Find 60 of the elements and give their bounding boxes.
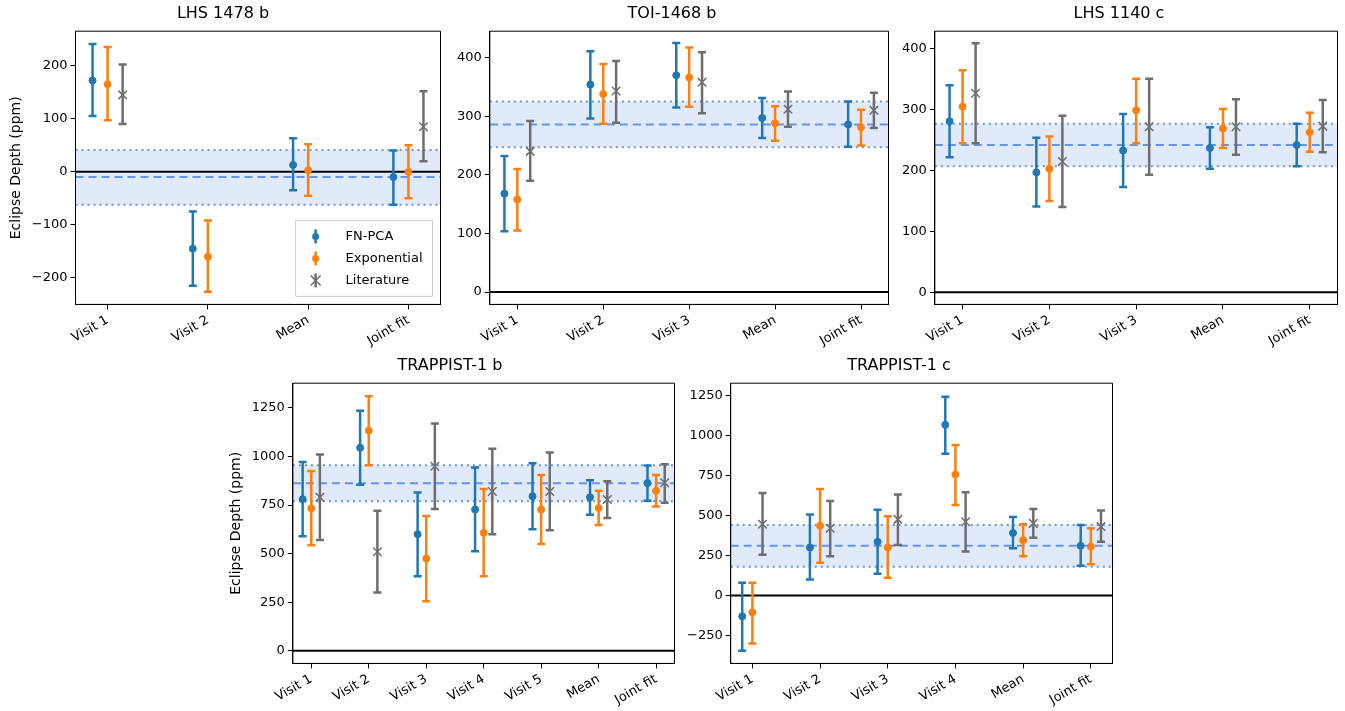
chart-title: TRAPPIST-1 b — [396, 354, 503, 374]
y-tick-label: 200 — [42, 57, 68, 73]
x-tick-label: Visit 4 — [444, 670, 487, 704]
y-tick-label: 0 — [276, 642, 285, 658]
y-tick-label: 0 — [473, 283, 482, 299]
legend-label: Exponential — [345, 249, 423, 265]
x-tick-label: Mean — [563, 670, 602, 702]
y-tick-label: 1000 — [251, 447, 285, 463]
x-tick-label: Visit 3 — [650, 311, 693, 345]
y-tick-label: 200 — [901, 161, 927, 177]
legend-label: FN-PCA — [345, 227, 394, 243]
y-tick-label: 750 — [697, 466, 723, 482]
x-tick-label: Visit 2 — [1010, 311, 1053, 345]
y-tick-label: −200 — [31, 269, 68, 285]
y-tick-label: 250 — [260, 593, 285, 609]
y-tick-label: 500 — [697, 506, 723, 522]
x-tick-label: Mean — [988, 670, 1027, 702]
x-tick-label: Visit 2 — [781, 670, 824, 704]
x-tick-label: Visit 2 — [168, 311, 212, 345]
x-tick-label: Mean — [273, 311, 312, 343]
y-tick-label: 400 — [456, 48, 482, 64]
y-tick-label: 400 — [901, 40, 927, 56]
x-tick-label: Mean — [1187, 311, 1227, 343]
y-tick-label: 1250 — [689, 386, 723, 402]
y-tick-label: 300 — [901, 101, 927, 117]
y-axis-title: Eclipse Depth (ppm) — [7, 96, 24, 240]
x-tick-label: Visit 3 — [387, 670, 430, 704]
y-tick-label: 250 — [697, 546, 723, 562]
x-tick-label: Visit 3 — [848, 670, 891, 704]
y-tick-label: −250 — [686, 626, 723, 642]
y-tick-label: 100 — [901, 222, 927, 238]
chart-title: TRAPPIST-1 c — [846, 354, 951, 374]
y-tick-label: 1000 — [689, 426, 723, 442]
y-tick-label: 0 — [918, 283, 927, 299]
y-tick-label: 0 — [59, 163, 68, 179]
y-tick-label: 300 — [456, 107, 482, 123]
x-tick-label: Visit 1 — [478, 311, 521, 345]
x-tick-label: Visit 1 — [272, 670, 315, 704]
y-axis-title: Eclipse Depth (ppm) — [227, 451, 244, 595]
legend-label: Literature — [345, 271, 410, 287]
x-tick-label: Visit 4 — [916, 670, 959, 704]
y-tick-label: 0 — [714, 586, 723, 602]
x-tick-label: Visit 2 — [564, 311, 607, 345]
y-tick-label: 750 — [260, 496, 285, 512]
y-tick-label: 1250 — [251, 399, 285, 415]
x-tick-label: Visit 2 — [329, 670, 372, 704]
chart-title: LHS 1140 c — [1073, 2, 1165, 22]
chart-title: LHS 1478 b — [176, 2, 270, 22]
y-tick-label: −100 — [31, 216, 68, 232]
y-tick-label: 100 — [42, 110, 68, 126]
x-tick-label: Visit 1 — [923, 311, 966, 345]
x-tick-label: Visit 1 — [68, 311, 111, 345]
y-tick-label: 500 — [260, 545, 285, 560]
x-tick-label: Visit 5 — [502, 670, 545, 704]
x-tick-label: Mean — [740, 311, 779, 343]
y-tick-label: 200 — [456, 166, 482, 182]
x-tick-label: Visit 1 — [713, 670, 756, 704]
chart-title: TOI-1468 b — [626, 2, 717, 22]
x-tick-label: Visit 3 — [1097, 311, 1140, 345]
y-tick-label: 100 — [456, 224, 482, 240]
